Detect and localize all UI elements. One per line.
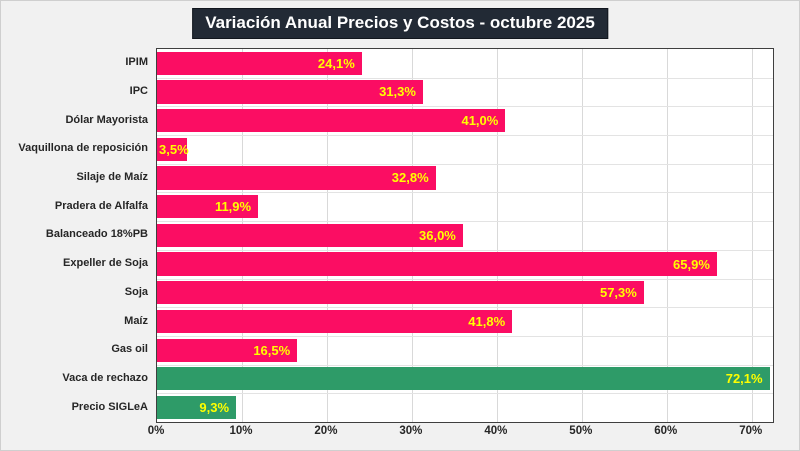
horizontal-gridline xyxy=(157,221,773,223)
value-axis: 0% 10% 20% 30% 40% 50% 60% 70% xyxy=(148,425,772,443)
horizontal-gridline xyxy=(157,307,773,309)
bar-pradera-de-alfalfa: 11,9% xyxy=(157,195,259,219)
horizontal-gridline xyxy=(157,135,773,137)
category-label: Silaje de Maíz xyxy=(76,171,148,184)
x-tick-label: 70% xyxy=(739,425,763,437)
bar-d-lar-mayorista: 41,0% xyxy=(157,108,506,133)
bar-row: 57,3% xyxy=(157,279,773,308)
horizontal-gridline xyxy=(157,163,773,165)
category-label: Vaca de rechazo xyxy=(62,371,148,384)
bar-ma-z: 41,8% xyxy=(157,309,513,334)
bar-row: 24,1% xyxy=(157,49,773,78)
value-label: 31,3% xyxy=(379,84,416,100)
bar-row: 9,3% xyxy=(157,393,773,422)
bar-row: 31,3% xyxy=(157,78,773,107)
value-label: 16,5% xyxy=(253,342,291,358)
bar-row: 3,5% xyxy=(157,135,773,164)
horizontal-gridline xyxy=(157,364,773,366)
x-tick-label: 60% xyxy=(654,425,678,437)
vertical-gridline xyxy=(581,49,583,422)
category-label: IPIM xyxy=(125,56,148,69)
horizontal-gridline xyxy=(157,192,773,194)
horizontal-gridline xyxy=(157,278,773,280)
value-label: 72,1% xyxy=(725,371,763,387)
x-tick-label: 40% xyxy=(484,425,508,437)
bar-row: 41,0% xyxy=(157,106,773,135)
category-label: Vaquillona de reposición xyxy=(18,142,148,155)
horizontal-gridline xyxy=(157,106,773,108)
vertical-gridline xyxy=(496,49,498,422)
category-label: Dólar Mayorista xyxy=(65,113,148,126)
plot-area: 24,1% 31,3% 41,0% 3,5% 32,8% 11,9% 36,0% 65,9% 5… xyxy=(156,48,774,423)
bar-expeller-de-soja: 65,9% xyxy=(157,252,717,276)
chart-title: Variación Anual Precios y Costos - octub… xyxy=(192,8,608,39)
bar-row: 36,0% xyxy=(157,221,773,250)
bar-soja: 57,3% xyxy=(157,281,644,305)
bar-row: 11,9% xyxy=(157,192,773,221)
value-label: 9,3% xyxy=(199,399,230,415)
category-label: IPC xyxy=(129,85,148,98)
bar-gas-oil: 16,5% xyxy=(157,338,298,362)
category-label: Soja xyxy=(124,285,148,298)
value-label: 36,0% xyxy=(419,227,456,243)
vertical-gridline xyxy=(751,49,753,422)
bar-row: 16,5% xyxy=(157,336,773,365)
x-tick-label: 50% xyxy=(569,425,593,437)
x-tick-label: 0% xyxy=(147,425,165,437)
bar-ipc: 31,3% xyxy=(157,80,423,104)
value-label: 41,8% xyxy=(468,313,506,329)
horizontal-gridline xyxy=(157,393,773,395)
bar-vaca-de-rechazo: 72,1% xyxy=(157,367,770,391)
x-tick-label: 20% xyxy=(314,425,338,437)
bar-silaje-de-ma-z: 32,8% xyxy=(157,166,436,190)
value-label: 32,8% xyxy=(391,170,429,186)
category-label: Gas oil xyxy=(111,343,148,356)
bar-row: 41,8% xyxy=(157,307,773,336)
category-label: Maíz xyxy=(124,314,148,327)
category-label: Pradera de Alfalfa xyxy=(54,199,148,212)
horizontal-gridline xyxy=(157,335,773,337)
horizontal-gridline xyxy=(157,249,773,251)
bar-balanceado-18-pb: 36,0% xyxy=(157,223,463,247)
bar-vaquillona-de-reposici-n: 3,5% xyxy=(157,137,189,161)
value-label: 41,0% xyxy=(461,113,499,129)
bar-ipim: 24,1% xyxy=(157,51,362,75)
value-label: 57,3% xyxy=(599,285,637,301)
value-label: 11,9% xyxy=(214,199,252,215)
category-label: Balanceado 18%PB xyxy=(45,228,148,241)
horizontal-gridline xyxy=(157,77,773,79)
value-label: 3,5% xyxy=(159,141,189,157)
category-axis: IPIM IPC Dólar Mayorista Vaquillona de repo… xyxy=(1,48,148,421)
bar-precio-siglea: 9,3% xyxy=(157,395,237,420)
vertical-gridline xyxy=(666,49,668,422)
bar-row: 72,1% xyxy=(157,365,773,394)
x-tick-label: 10% xyxy=(229,425,253,437)
category-label: Precio SIGLeA xyxy=(71,400,148,413)
bar-row: 32,8% xyxy=(157,164,773,193)
x-tick-label: 30% xyxy=(399,425,423,437)
value-label: 24,1% xyxy=(317,55,355,71)
category-label: Expeller de Soja xyxy=(63,257,148,270)
value-label: 65,9% xyxy=(673,256,710,272)
bar-row: 65,9% xyxy=(157,250,773,279)
